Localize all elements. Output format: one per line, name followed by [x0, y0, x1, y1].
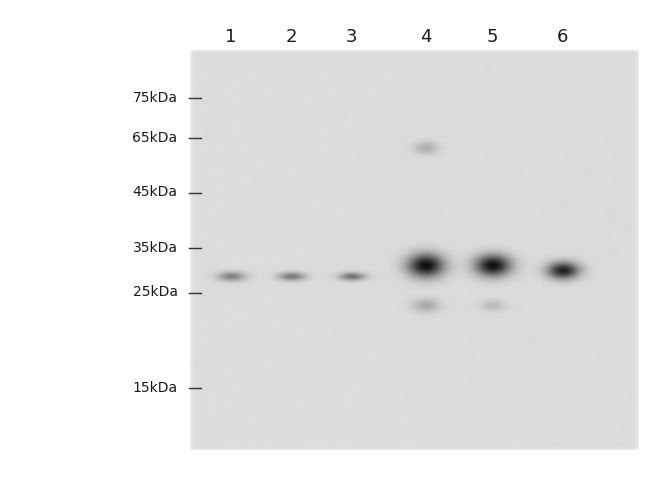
Text: 25kDa: 25kDa [133, 286, 178, 300]
Text: 3: 3 [346, 28, 358, 46]
Text: 1: 1 [226, 28, 237, 46]
Text: 15kDa: 15kDa [133, 380, 178, 394]
Text: 2: 2 [285, 28, 297, 46]
Text: 75kDa: 75kDa [133, 90, 178, 104]
Text: 6: 6 [557, 28, 568, 46]
Text: 35kDa: 35kDa [133, 240, 178, 254]
Text: 5: 5 [486, 28, 498, 46]
Text: 45kDa: 45kDa [133, 186, 178, 200]
Text: 65kDa: 65kDa [133, 130, 178, 144]
Text: 4: 4 [419, 28, 431, 46]
